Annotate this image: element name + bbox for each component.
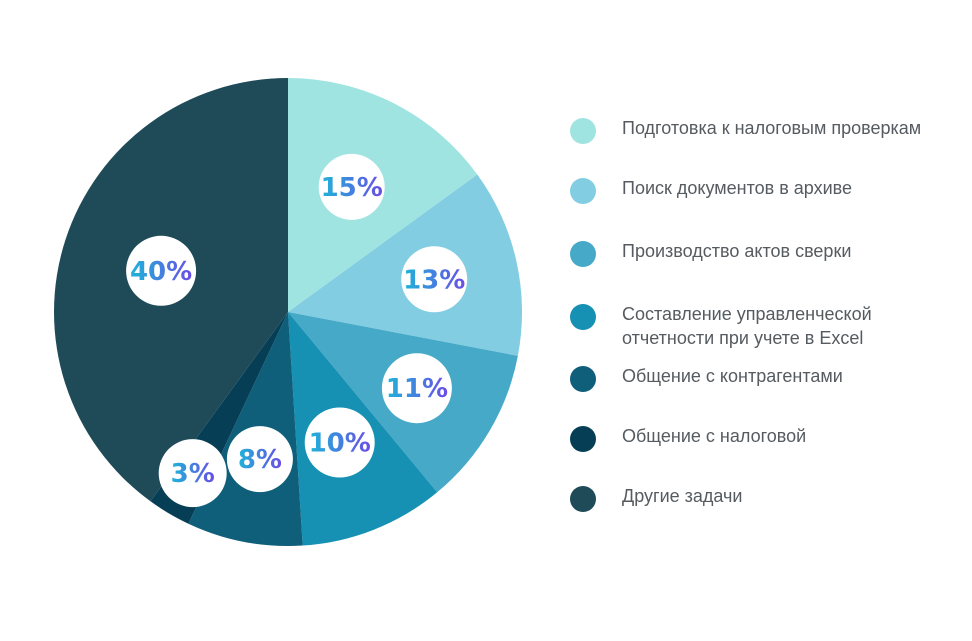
legend-label: Поиск документов в архиве bbox=[622, 178, 853, 198]
slice-value-label-5: 8% bbox=[238, 445, 282, 475]
slice-label-badge-4 bbox=[304, 407, 375, 478]
legend-item-2: Поиск документов в архиве bbox=[570, 176, 952, 204]
legend-item-3: Производство актов сверки bbox=[570, 239, 952, 267]
slice-label-badge-1 bbox=[318, 153, 385, 220]
legend-label: Подготовка к налоговым проверкам bbox=[622, 118, 922, 138]
legend-swatch bbox=[570, 486, 596, 512]
slice-value-label-1: 15% bbox=[321, 173, 383, 203]
legend-swatch bbox=[570, 304, 596, 330]
legend-swatch bbox=[570, 241, 596, 267]
slice-value-label-3: 11% bbox=[386, 374, 448, 404]
legend-label: Другие задачи bbox=[622, 486, 743, 506]
legend-item-5: Общение с контрагентами bbox=[570, 364, 952, 392]
slice-label-badge-3 bbox=[381, 353, 452, 424]
legend-label: Составление управленческой отчетности пр… bbox=[622, 304, 872, 348]
legend-label: Производство актов сверки bbox=[622, 241, 852, 261]
legend-label: Общение с налоговой bbox=[622, 426, 807, 446]
slice-value-label-4: 10% bbox=[309, 429, 371, 459]
legend-swatch bbox=[570, 366, 596, 392]
legend-item-1: Подготовка к налоговым проверкам bbox=[570, 116, 952, 144]
legend-item-4: Составление управленческой отчетности пр… bbox=[570, 302, 952, 350]
slice-value-label-6: 3% bbox=[171, 459, 215, 489]
slice-value-label-2: 13% bbox=[403, 265, 465, 295]
legend-swatch bbox=[570, 178, 596, 204]
slice-label-badge-6 bbox=[158, 439, 227, 508]
slice-value-label-7: 40% bbox=[130, 257, 192, 287]
legend-swatch bbox=[570, 426, 596, 452]
legend-label: Общение с контрагентами bbox=[622, 366, 843, 386]
legend-item-7: Другие задачи bbox=[570, 484, 952, 512]
legend-item-6: Общение с налоговой bbox=[570, 424, 952, 452]
slice-label-badge-7 bbox=[126, 235, 197, 306]
legend-swatch bbox=[570, 118, 596, 144]
slice-label-badge-2 bbox=[401, 246, 468, 313]
slice-label-badge-5 bbox=[226, 426, 293, 493]
